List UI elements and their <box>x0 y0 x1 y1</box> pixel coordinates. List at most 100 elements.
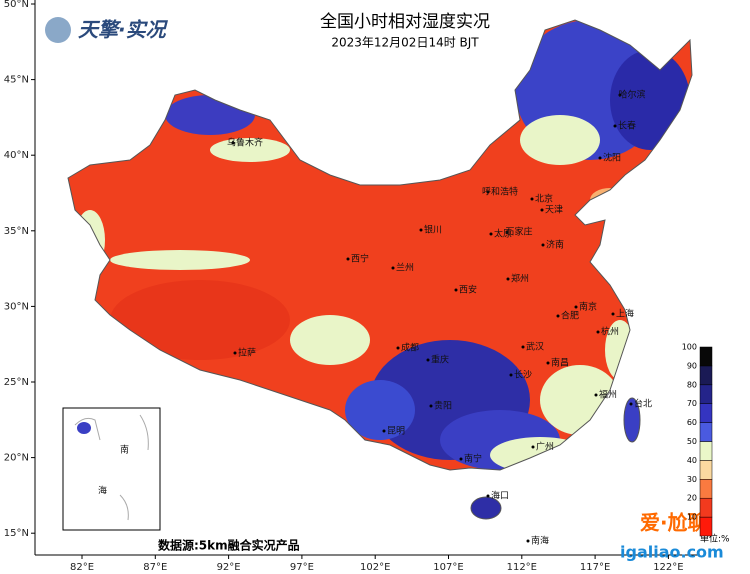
city-dot <box>396 346 400 350</box>
colorbar-segment <box>699 516 713 537</box>
city-label: 长沙 <box>514 369 532 381</box>
city-label: 南昌 <box>551 357 569 369</box>
city-dot <box>233 351 237 355</box>
city-dot <box>426 358 430 362</box>
city-label: 成都 <box>401 342 419 354</box>
city-label: 贵阳 <box>434 400 452 412</box>
lon-label: 122°E <box>653 562 683 573</box>
colorbar-segment <box>699 403 713 423</box>
lat-label: 35°N <box>4 226 29 237</box>
city-label: 天津 <box>545 205 563 216</box>
lon-label: 117°E <box>580 562 610 573</box>
city-dot <box>596 330 600 334</box>
city-dot <box>594 393 598 397</box>
inset-label: 南 <box>120 444 129 456</box>
taiwan <box>623 397 641 443</box>
city-dot <box>613 124 617 128</box>
lat-label: 15°N <box>4 528 29 539</box>
city-dot <box>530 197 534 201</box>
lat-label: 45°N <box>4 75 29 86</box>
city-label: 南宁 <box>464 453 482 465</box>
city-label: 呼和浩特 <box>482 186 518 198</box>
city-dot <box>382 429 386 433</box>
city-label: 广州 <box>536 441 554 453</box>
watermark-name: 爱·尬聊 <box>640 511 708 535</box>
city-dot <box>546 361 550 365</box>
city-label: 南京 <box>579 301 597 313</box>
city-dot <box>391 266 395 270</box>
logo-text: 天擎·实况 <box>78 18 169 42</box>
city-dot <box>454 288 458 292</box>
subtitle: 2023年12月02日14时 BJT <box>331 36 479 50</box>
city-label: 石家庄 <box>505 226 532 238</box>
city-dot <box>505 230 509 234</box>
city-dot <box>459 457 463 461</box>
watermark-url: igaliao.com <box>620 543 724 562</box>
city-dot <box>509 373 513 377</box>
hainan <box>470 496 502 520</box>
lon-label: 102°E <box>360 562 390 573</box>
colorbar-segment <box>699 384 713 404</box>
colorbar-label: 20 <box>687 494 697 503</box>
inset-hainan <box>77 422 91 434</box>
city-label: 合肥 <box>561 310 579 322</box>
city-label: 武汉 <box>526 341 544 353</box>
city-dot <box>231 141 235 145</box>
colorbar-segment <box>699 441 713 461</box>
colorbar-segment <box>699 479 713 499</box>
lon-label: 92°E <box>217 562 241 573</box>
city-dot <box>618 93 622 97</box>
colorbar-label: 10 <box>687 513 697 522</box>
city-dot <box>574 305 578 309</box>
lat-label: 40°N <box>4 150 29 161</box>
city-label: 银川 <box>424 224 442 236</box>
city-label: 重庆 <box>431 354 449 366</box>
city-label: 拉萨 <box>238 347 256 359</box>
title: 全国小时相对湿度实况 <box>320 12 490 32</box>
colorbar-label: 50 <box>687 437 697 446</box>
city-dot <box>419 228 423 232</box>
city-label: 杭州 <box>601 326 619 338</box>
city-label: 兰州 <box>396 262 414 274</box>
logo-icon <box>45 17 71 43</box>
source: 数据源:5km融合实况产品 <box>158 538 300 553</box>
city-dot <box>541 243 545 247</box>
city-dot <box>526 539 530 543</box>
city-dot <box>611 312 615 316</box>
city-dot <box>486 494 490 498</box>
city-dot <box>531 445 535 449</box>
city-dot <box>506 277 510 281</box>
colorbar-label: 70 <box>687 399 697 408</box>
city-label: 长春 <box>618 120 636 132</box>
colorbar-label: 60 <box>687 418 697 427</box>
city-dot <box>629 402 633 406</box>
inset-frame <box>62 407 161 531</box>
lat-label: 30°N <box>4 301 29 312</box>
city-dot <box>556 314 560 318</box>
colorbar-segment <box>699 497 713 518</box>
city-dot <box>429 404 433 408</box>
city-label: 昆明 <box>387 426 405 437</box>
lat-label: 20°N <box>4 453 29 464</box>
city-label: 乌鲁木齐 <box>227 137 263 149</box>
city-dot <box>489 232 493 236</box>
city-label: 台北 <box>634 398 652 410</box>
city-dot <box>521 345 525 349</box>
city-dot <box>486 190 490 194</box>
colorbar-label: 40 <box>687 456 697 465</box>
colorbar-segment <box>699 365 713 386</box>
colorbar-label: 30 <box>687 475 697 484</box>
lon-label: 97°E <box>290 562 314 573</box>
lon-label: 112°E <box>507 562 537 573</box>
city-label: 福州 <box>599 389 617 401</box>
lat-label: 25°N <box>4 377 29 388</box>
colorbar-segment <box>699 422 713 442</box>
city-label: 西宁 <box>351 253 369 265</box>
lon-label: 87°E <box>143 562 167 573</box>
city-label: 海口 <box>491 490 509 502</box>
colorbar-label: 100 <box>682 343 697 352</box>
city-dot <box>598 156 602 160</box>
colorbar-segment <box>699 346 713 367</box>
city-label: 北京 <box>535 193 553 205</box>
